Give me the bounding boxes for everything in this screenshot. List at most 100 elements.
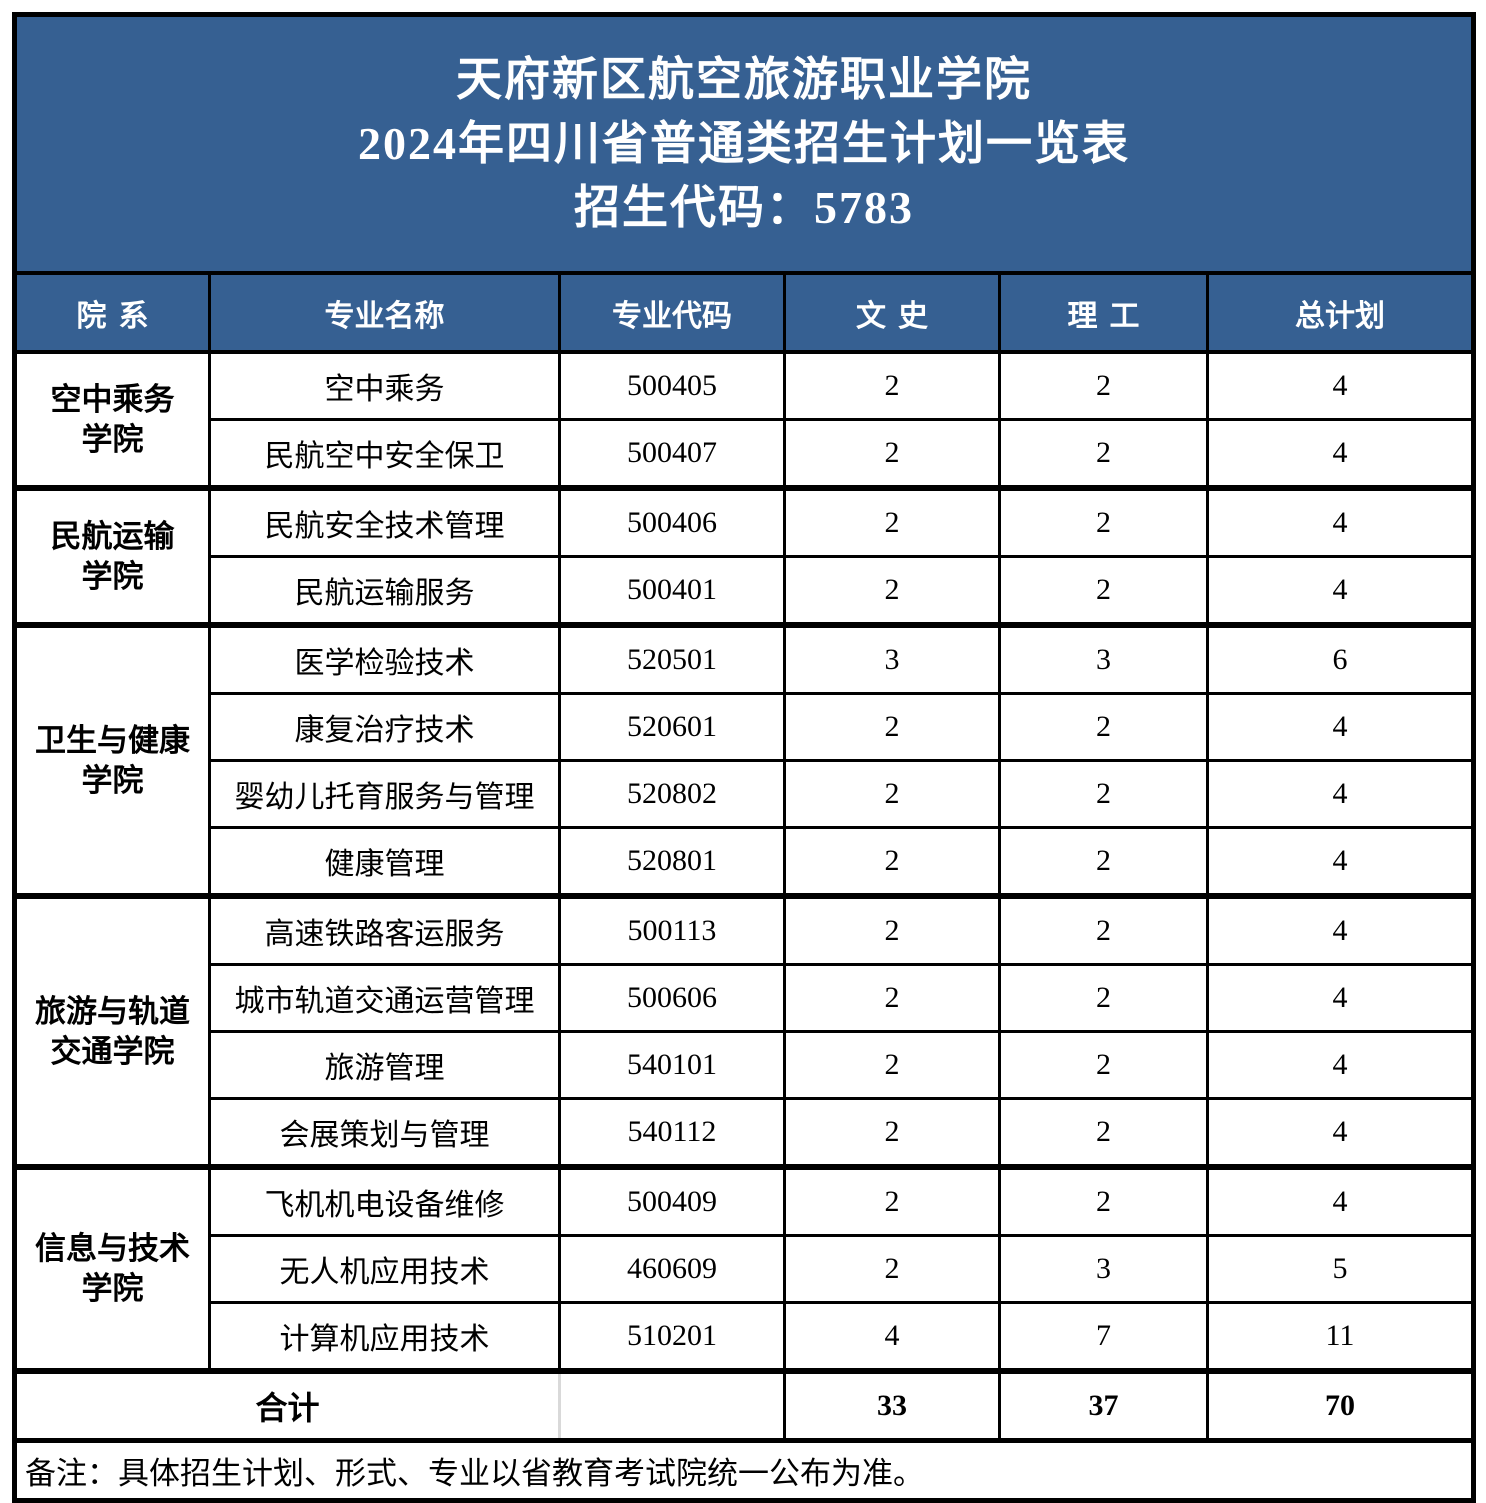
ligong-cell: 2: [998, 555, 1209, 627]
enrollment-code: 招生代码：5783: [574, 182, 914, 233]
total-wenshi: 33: [783, 1368, 1001, 1443]
table-row: 民航运输服务 500401 2 2 4: [15, 555, 1475, 627]
enrollment-plan-table: 天府新区航空旅游职业学院 2024年四川省普通类招生计划一览表 招生代码：578…: [12, 12, 1476, 1503]
wenshi-cell: 4: [783, 1301, 1001, 1373]
total-row: 合计 33 37 70: [13, 1368, 1475, 1443]
total-cell: 4: [1206, 485, 1475, 558]
code-cell: 460609: [558, 1234, 786, 1304]
wenshi-cell: 2: [783, 1097, 1001, 1169]
wenshi-cell: 2: [783, 1030, 1001, 1100]
code-cell: 520601: [558, 692, 786, 762]
col-header-major: 专业名称: [208, 271, 561, 354]
total-overall: 70: [1206, 1368, 1475, 1443]
total-cell: 4: [1206, 555, 1475, 627]
college-name-line: 学院: [81, 1271, 144, 1306]
total-cell: 4: [1206, 826, 1475, 898]
col-header-total: 总计划: [1206, 271, 1475, 354]
total-cell: 4: [1206, 893, 1475, 966]
wenshi-cell: 2: [783, 963, 1001, 1033]
total-cell: 5: [1206, 1234, 1475, 1304]
wenshi-cell: 2: [783, 893, 1001, 966]
code-cell: 520802: [558, 759, 786, 829]
ligong-cell: 3: [998, 622, 1209, 695]
wenshi-cell: 3: [783, 622, 1001, 695]
total-cell: 4: [1206, 350, 1475, 421]
total-ligong: 37: [998, 1368, 1209, 1443]
table-row: 旅游管理 540101 2 2 4: [15, 1030, 1475, 1100]
table-row: 空中乘务 学院 空中乘务 500405 2 2 4: [13, 350, 1475, 490]
major-cell: 高速铁路客运服务: [208, 893, 561, 966]
ligong-cell: 2: [998, 350, 1209, 421]
wenshi-cell: 2: [783, 350, 1001, 421]
total-cell: 11: [1206, 1301, 1475, 1373]
college-name-line: 学院: [81, 421, 144, 457]
table-row: 旅游与轨道 交通学院 高速铁路客运服务 500113 2 2 4: [13, 893, 1475, 1169]
code-cell: 500401: [558, 555, 786, 627]
wenshi-cell: 2: [783, 826, 1001, 898]
note-text: 备注：具体招生计划、形式、专业以省教育考试院统一公布为准。: [13, 1439, 1475, 1502]
total-empty-cell: [558, 1368, 786, 1443]
major-cell: 民航运输服务: [208, 555, 561, 627]
wenshi-cell: 2: [783, 485, 1001, 558]
total-cell: 4: [1206, 1030, 1475, 1100]
college-name-line: 旅游与轨道: [35, 993, 190, 1029]
table-row: 婴幼儿托育服务与管理 520802 2 2 4: [15, 759, 1475, 829]
major-cell: 民航安全技术管理: [208, 485, 561, 558]
ligong-cell: 2: [998, 759, 1209, 829]
college-cell: 空中乘务 学院: [13, 350, 211, 490]
wenshi-cell: 2: [783, 418, 1001, 490]
college-name-line: 民航运输: [50, 518, 175, 554]
code-cell: 540101: [558, 1030, 786, 1100]
col-header-code: 专业代码: [558, 271, 786, 354]
college-name-line: 空中乘务: [50, 381, 175, 417]
college-name-line: 学院: [81, 558, 144, 594]
college-cell: 卫生与健康 学院: [13, 622, 211, 898]
total-cell: 4: [1206, 692, 1475, 762]
ligong-cell: 2: [998, 485, 1209, 558]
table-row: 民航运输 学院 民航安全技术管理 500406 2 2 4: [13, 485, 1475, 627]
major-cell: 计算机应用技术: [208, 1301, 561, 1373]
code-cell: 520501: [558, 622, 786, 695]
total-cell: 4: [1206, 759, 1475, 829]
code-cell: 500407: [558, 418, 786, 490]
college-cell: 信息与技术 学院: [13, 1164, 211, 1373]
code-cell: 500406: [558, 485, 786, 558]
major-cell: 城市轨道交通运营管理: [208, 963, 561, 1033]
code-cell: 510201: [558, 1301, 786, 1373]
total-cell: 6: [1206, 622, 1475, 695]
major-cell: 无人机应用技术: [208, 1234, 561, 1304]
col-header-college: 院系: [13, 271, 211, 354]
code-cell: 500113: [558, 893, 786, 966]
ligong-cell: 2: [998, 1097, 1209, 1169]
table-row: 民航空中安全保卫 500407 2 2 4: [15, 418, 1475, 490]
ligong-cell: 3: [998, 1234, 1209, 1304]
code-cell: 500606: [558, 963, 786, 1033]
col-header-wenshi: 文史: [783, 271, 1001, 354]
major-cell: 旅游管理: [208, 1030, 561, 1100]
code-cell: 540112: [558, 1097, 786, 1169]
college-name-line: 信息与技术: [35, 1231, 190, 1266]
total-cell: 4: [1206, 963, 1475, 1033]
table-row: 健康管理 520801 2 2 4: [15, 826, 1475, 898]
total-label: 合计: [13, 1368, 561, 1443]
major-cell: 康复治疗技术: [208, 692, 561, 762]
wenshi-cell: 2: [783, 1234, 1001, 1304]
code-cell: 500409: [558, 1164, 786, 1237]
note-row: 备注：具体招生计划、形式、专业以省教育考试院统一公布为准。: [13, 1439, 1475, 1502]
ligong-cell: 2: [998, 1164, 1209, 1237]
wenshi-cell: 2: [783, 555, 1001, 627]
total-cell: 4: [1206, 418, 1475, 490]
ligong-cell: 2: [998, 692, 1209, 762]
table-row: 计算机应用技术 510201 4 7 11: [15, 1301, 1475, 1373]
table-row: 会展策划与管理 540112 2 2 4: [15, 1097, 1475, 1169]
title-block: 天府新区航空旅游职业学院 2024年四川省普通类招生计划一览表 招生代码：578…: [13, 13, 1475, 275]
major-cell: 医学检验技术: [208, 622, 561, 695]
ligong-cell: 2: [998, 826, 1209, 898]
college-name-line: 卫生与健康: [35, 722, 190, 758]
college-name-line: 学院: [81, 762, 144, 798]
col-header-ligong: 理工: [998, 271, 1209, 354]
code-cell: 520801: [558, 826, 786, 898]
ligong-cell: 2: [998, 963, 1209, 1033]
code-cell: 500405: [558, 350, 786, 421]
wenshi-cell: 2: [783, 692, 1001, 762]
